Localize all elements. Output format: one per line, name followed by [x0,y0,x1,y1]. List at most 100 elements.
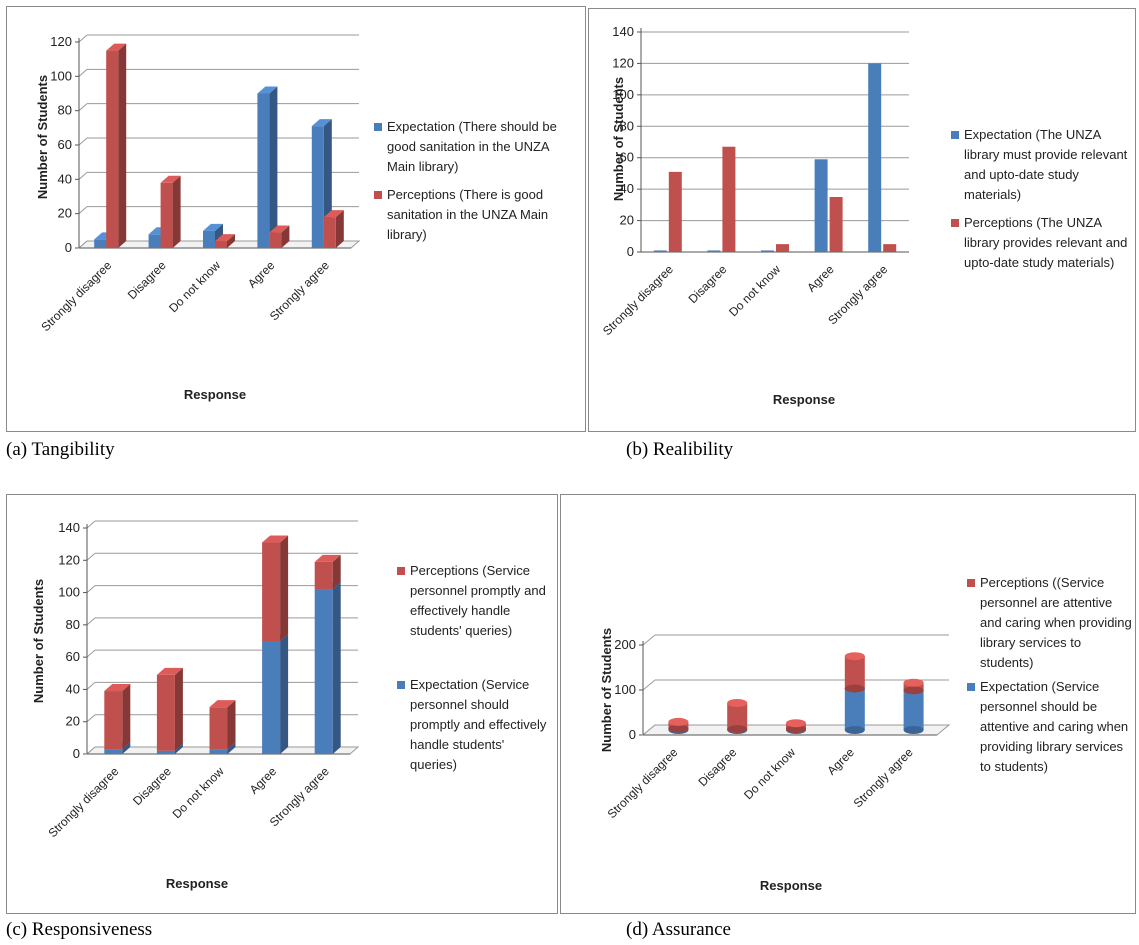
y-axis-title: Number of Students [599,628,614,752]
x-tick-label-disagree: Disagree [130,764,174,808]
bar-perception-strongly-disagree-cap [668,717,689,726]
bar-expectation-disagree [707,250,721,252]
bar-perception-agree-side [280,535,289,641]
bar-perception-agree [844,656,865,689]
bar-perception-strongly-disagree [106,50,119,249]
bar-perception-strongly-agree-side [335,210,344,248]
bar-expectation-agree [844,688,865,730]
x-axis-title: Response [773,392,835,407]
bar-perception-strongly-agree-base [903,686,924,695]
caption-tangibility: (a) Tangibility [6,439,115,460]
bar-expectation-agree [814,159,828,252]
bar-perception-disagree-side [172,175,181,248]
x-tick-label-do-not-know: Do not know [170,764,227,821]
legend-responsiveness: Perceptions (Service personnel promptly … [397,561,549,775]
x-tick-label-agree: Agree [245,258,278,291]
bar-perception-strongly-disagree-top [106,43,127,51]
legend-item-expectation: Expectation (The UNZA library must provi… [951,125,1131,205]
x-tick-label-disagree: Disagree [695,745,739,789]
bar-expectation-agree-base [844,726,865,734]
y-tick-label: 0 [627,244,634,259]
bar-perception-do-not-know [209,707,228,750]
legend-item-expectation: Expectation (There should be good sanita… [374,117,579,177]
bar-expectation-agree-top [257,86,278,94]
bar-expectation-disagree [148,234,161,248]
x-tick-label-agree: Agree [824,745,857,778]
bar-perception-strongly-agree-side [332,554,341,590]
chart-responsiveness: 0 20 40 60 80 100 120 140 Strongly disagree Disag… [31,520,360,891]
y-tick-label: 0 [629,727,636,742]
y-tick-label: 0 [65,240,72,255]
caption-assurance: (d) Assurance [626,919,731,940]
bar-perception-do-not-know-top [215,234,235,242]
bar-perception-do-not-know [215,241,227,248]
x-tick-label-strongly-agree: Strongly agree [851,745,916,810]
y-tick-label: 120 [58,552,80,567]
y-tick-label: 100 [612,87,634,102]
legend-item-expectation: Expectation (Service personnel should pr… [397,675,549,775]
bar-perception-strongly-agree-top [323,210,344,218]
grid-diag [86,649,96,658]
y-tick-label: 60 [620,150,634,165]
chart-assurance: 0 100 200 Strongly disagree Disagree Do not k… [599,628,951,893]
y-tick-label: 140 [58,520,80,535]
grid-diag [86,520,96,529]
y-tick-label: 0 [73,746,80,761]
y-tick-label: 40 [66,681,80,696]
bar-expectation-agree-side [269,86,278,248]
legend-assurance: Perceptions ((Service personnel are atte… [967,573,1133,777]
chart-realibility: 0 20 40 60 80 100 120 140 Strongly disagree Disag… [600,24,909,407]
bar-expectation-do-not-know [209,749,228,754]
y-tick-label: 80 [66,617,80,632]
bar-perception-agree-top [262,535,289,543]
grid-diag [642,679,656,691]
legend-label-perceptions: Perceptions (Service personnel promptly … [410,563,546,638]
legend-item-perceptions: Perceptions (Service personnel promptly … [397,561,549,641]
legend-label-perceptions: Perceptions ((Service personnel are atte… [980,575,1132,670]
bar-perception-strongly-agree [323,217,336,248]
grid-diag [78,68,88,77]
legend-swatch-perceptions [951,219,959,227]
bar-perception-agree-top [269,225,290,233]
bar-perception-disagree-side [174,667,183,751]
y-tick-label: 120 [50,34,72,49]
bar-perception-strongly-disagree [104,691,123,750]
y-tick-label: 80 [620,118,634,133]
bar-expectation-strongly-disagree [94,239,107,248]
legend-label-expectation: Expectation (Service personnel should be… [980,679,1129,774]
x-axis-title: Response [760,878,822,893]
bar-expectation-strongly-disagree [104,749,123,754]
bar-expectation-agree-side [280,634,289,754]
legend-item-perceptions: Perceptions (The UNZA library provides r… [951,213,1131,273]
legend-swatch-perceptions [397,567,405,575]
bar-perception-disagree-base [727,725,748,734]
legend-swatch-perceptions [967,579,975,587]
x-tick-label-do-not-know: Do not know [726,262,783,319]
legend-label-expectation: Expectation (Service personnel should pr… [410,677,547,772]
chart-tangibility: 0 20 40 60 80 100 120 Strongly disagree Disagree… [35,34,361,402]
grid-diag [86,682,96,690]
bar-expectation-do-not-know [761,250,774,252]
y-tick-label: 200 [614,637,636,652]
bar-expectation-agree [262,641,281,754]
bar-perception-agree-side [281,225,290,248]
x-tick-label-disagree: Disagree [125,258,169,302]
bar-perception-strongly-agree [314,561,333,590]
grid-diag [86,585,96,593]
x-tick-label-strongly-disagree: Strongly disagree [45,764,121,840]
grid-diag [642,634,656,646]
bar-perception-agree [829,197,843,252]
y-axis-title: Number of Students [611,77,626,201]
grid-diag [78,34,88,43]
bar-perception-disagree [722,146,736,252]
bar-perception-strongly-disagree-top [104,684,131,692]
bar-expectation-do-not-know-side [227,742,236,754]
chart-panel-realibility: 0 20 40 60 80 100 120 140 Strongly disagree Disag… [588,8,1136,432]
bar-perception-do-not-know-side [227,234,235,248]
y-tick-label: 20 [620,213,634,228]
y-tick-label: 120 [612,55,634,70]
y-tick-label: 100 [614,682,636,697]
y-tick-label: 20 [66,714,80,729]
bar-perception-disagree-top [156,667,183,675]
bar-perception-agree-base [844,684,865,693]
